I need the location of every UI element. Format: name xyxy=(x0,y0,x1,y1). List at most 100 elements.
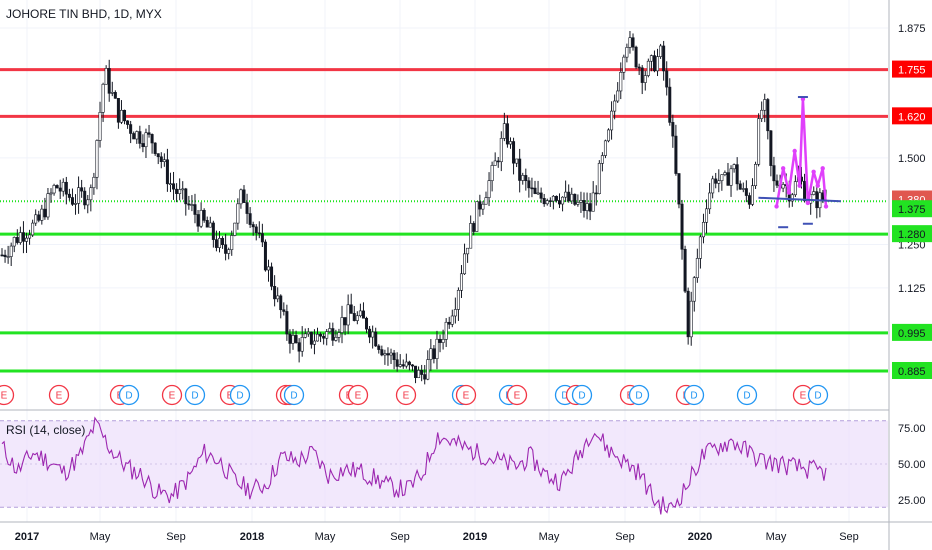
candle[interactable] xyxy=(527,177,531,198)
candle[interactable] xyxy=(187,195,191,210)
candle[interactable] xyxy=(383,349,387,365)
candle[interactable] xyxy=(812,186,816,196)
candle[interactable] xyxy=(386,347,390,366)
candle[interactable] xyxy=(600,152,604,172)
candle[interactable] xyxy=(156,153,160,165)
candle[interactable] xyxy=(564,180,568,203)
candle[interactable] xyxy=(744,180,748,203)
candle[interactable] xyxy=(55,184,59,189)
candle[interactable] xyxy=(554,195,558,203)
candle[interactable] xyxy=(352,305,356,322)
candle[interactable] xyxy=(361,302,365,319)
candle[interactable] xyxy=(328,322,332,333)
candle[interactable] xyxy=(723,170,727,177)
candle[interactable] xyxy=(325,329,329,346)
candle[interactable] xyxy=(524,168,528,191)
candle[interactable] xyxy=(420,364,424,382)
candle[interactable] xyxy=(334,329,338,342)
candle[interactable] xyxy=(257,221,261,239)
price-label[interactable]: 1.620 xyxy=(892,107,932,125)
candle[interactable] xyxy=(300,326,304,357)
dividend-marker[interactable]: D xyxy=(807,384,829,406)
candle[interactable] xyxy=(585,192,589,220)
earnings-marker[interactable]: E xyxy=(792,384,814,406)
candle[interactable] xyxy=(43,197,47,220)
candle[interactable] xyxy=(31,219,35,237)
candle[interactable] xyxy=(309,331,313,349)
candle[interactable] xyxy=(224,233,228,261)
candle[interactable] xyxy=(502,112,506,142)
candle[interactable] xyxy=(319,332,323,343)
candle[interactable] xyxy=(251,221,255,236)
candle[interactable] xyxy=(619,62,623,100)
dividend-marker[interactable]: D xyxy=(683,384,705,406)
candle[interactable] xyxy=(472,221,476,236)
dividend-marker[interactable]: D xyxy=(118,384,140,406)
candle[interactable] xyxy=(365,316,369,334)
candle[interactable] xyxy=(576,194,580,207)
candle[interactable] xyxy=(70,188,74,206)
candle[interactable] xyxy=(720,174,724,191)
candle[interactable] xyxy=(113,90,117,99)
candle[interactable] xyxy=(374,327,378,347)
candle[interactable] xyxy=(558,193,562,209)
candle[interactable] xyxy=(438,334,442,353)
price-label[interactable]: 0.995 xyxy=(892,323,932,341)
candle[interactable] xyxy=(478,194,482,217)
candle[interactable] xyxy=(178,178,182,201)
pattern-point[interactable] xyxy=(811,169,816,174)
candle[interactable] xyxy=(701,213,705,244)
candle[interactable] xyxy=(542,193,546,207)
candle[interactable] xyxy=(371,325,375,349)
candle[interactable] xyxy=(337,328,341,343)
candle[interactable] xyxy=(316,327,320,342)
candle[interactable] xyxy=(214,230,218,252)
candle[interactable] xyxy=(640,65,644,95)
candle[interactable] xyxy=(613,94,617,120)
candle[interactable] xyxy=(643,70,647,91)
candle[interactable] xyxy=(671,114,675,148)
dividend-marker[interactable]: D xyxy=(628,384,650,406)
candle[interactable] xyxy=(729,165,733,197)
price-label[interactable]: 1.280 xyxy=(892,225,932,243)
candle[interactable] xyxy=(591,181,595,212)
candle[interactable] xyxy=(358,303,362,318)
candle[interactable] xyxy=(199,202,203,229)
candle[interactable] xyxy=(646,58,650,78)
candle[interactable] xyxy=(380,345,384,357)
candle[interactable] xyxy=(162,153,166,167)
earnings-marker[interactable]: E xyxy=(0,384,15,406)
candle[interactable] xyxy=(242,185,246,204)
candle[interactable] xyxy=(12,236,16,253)
earnings-marker[interactable]: E xyxy=(347,384,369,406)
candle[interactable] xyxy=(735,157,739,191)
candle[interactable] xyxy=(86,195,90,214)
candle[interactable] xyxy=(414,365,418,384)
candle[interactable] xyxy=(622,54,626,80)
earnings-marker[interactable]: E xyxy=(48,384,70,406)
candle[interactable] xyxy=(92,172,96,195)
candle[interactable] xyxy=(306,327,310,337)
candle[interactable] xyxy=(294,330,298,344)
candle[interactable] xyxy=(398,354,402,368)
candle[interactable] xyxy=(104,65,108,85)
candle[interactable] xyxy=(548,197,552,207)
candle[interactable] xyxy=(297,338,301,363)
candle[interactable] xyxy=(346,294,350,335)
earnings-marker[interactable]: E xyxy=(395,384,417,406)
candle[interactable] xyxy=(610,101,614,140)
candle[interactable] xyxy=(276,287,280,303)
candle[interactable] xyxy=(331,322,335,346)
candle[interactable] xyxy=(404,353,408,369)
candle[interactable] xyxy=(732,163,736,173)
candle[interactable] xyxy=(698,234,702,269)
candle[interactable] xyxy=(49,188,53,203)
candle[interactable] xyxy=(705,199,709,234)
candle[interactable] xyxy=(211,220,215,248)
rsi-line[interactable] xyxy=(1,416,827,515)
candle[interactable] xyxy=(193,193,197,224)
candle[interactable] xyxy=(677,173,681,209)
candle[interactable] xyxy=(417,366,421,379)
candle[interactable] xyxy=(662,40,666,81)
candle[interactable] xyxy=(52,183,56,196)
